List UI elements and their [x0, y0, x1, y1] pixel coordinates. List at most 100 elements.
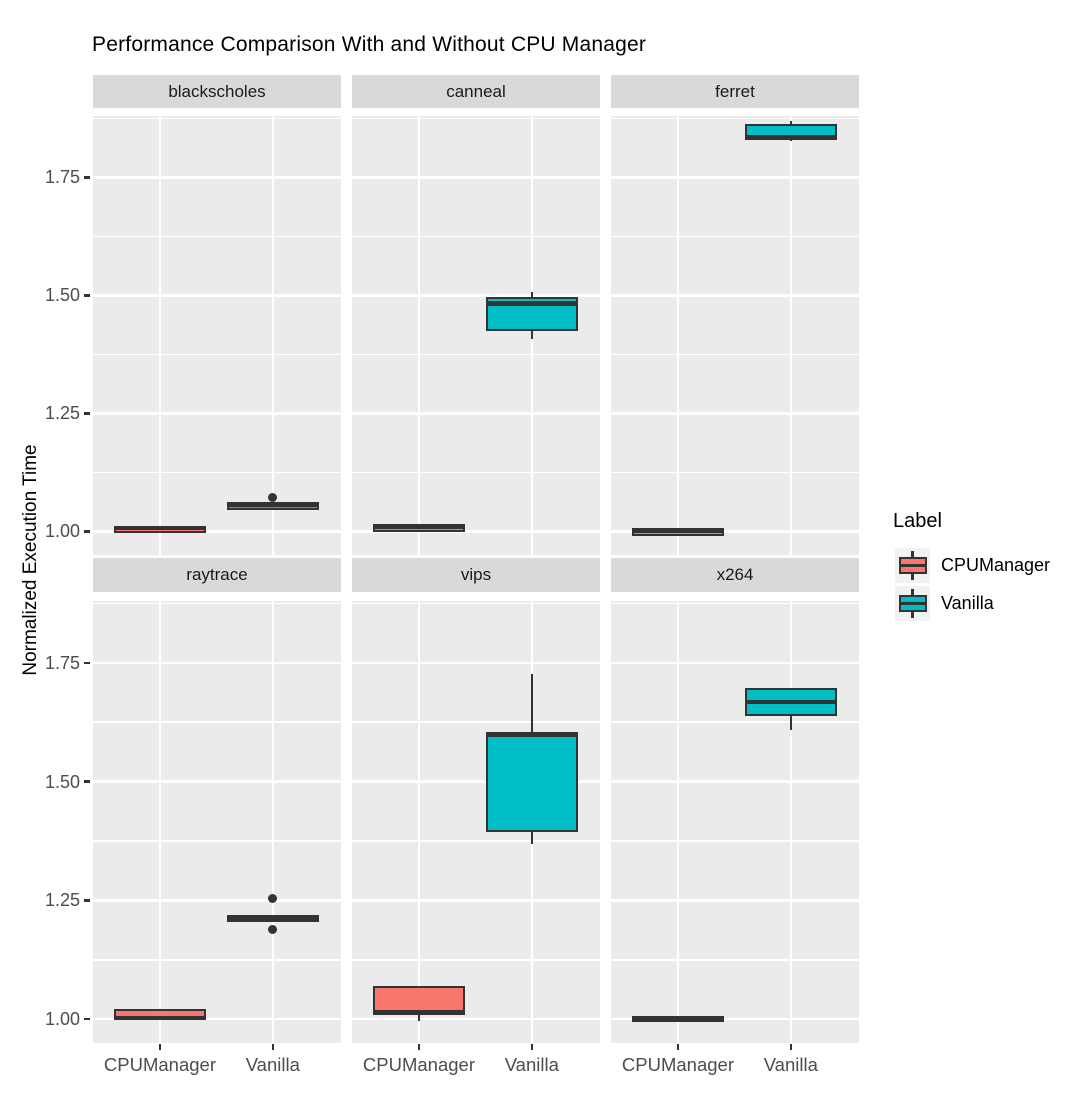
median-vips-cpumanager [372, 1010, 465, 1015]
median-ferret-vanilla [744, 135, 837, 140]
gridline-major [352, 1017, 600, 1021]
facet-panel-ferret [611, 116, 859, 555]
gridline-minor [93, 840, 341, 842]
gridline-category [271, 601, 275, 1043]
x-tick-mark [417, 1044, 421, 1050]
median-canneal-cpumanager [372, 524, 465, 530]
chart-title: Performance Comparison With and Without … [92, 33, 647, 56]
gridline-category [158, 116, 162, 555]
gridline-minor [93, 602, 341, 605]
legend-entry-label: Vanilla [941, 593, 994, 613]
x-tick-mark [676, 1044, 680, 1050]
gridline-major [93, 176, 341, 179]
median-canneal-vanilla [485, 301, 578, 306]
gridline-major [611, 780, 859, 783]
y-tick-label: 1.25 [44, 403, 80, 424]
facet-strip-vips: vips [352, 558, 600, 592]
gridline-category [158, 601, 162, 1043]
legend-key-median [898, 602, 927, 605]
outlier-raytrace-vanilla [268, 894, 278, 904]
y-tick-mark [84, 899, 90, 902]
y-tick-label: 1.00 [44, 521, 80, 542]
y-tick-mark [84, 294, 90, 297]
gridline-major [352, 661, 600, 665]
gridline-minor [93, 235, 341, 238]
x-tick-mark [789, 1044, 793, 1050]
x-tick-label: Vanilla [504, 1054, 559, 1075]
gridline-category [417, 116, 421, 555]
gridline-minor [352, 117, 600, 120]
gridline-major [611, 294, 859, 297]
gridline-category [417, 601, 421, 1043]
gridline-minor [611, 471, 859, 474]
facet-panel-raytrace [93, 601, 341, 1043]
gridline-minor [352, 353, 600, 356]
y-tick-label: 1.75 [44, 652, 80, 673]
gridline-minor [93, 117, 341, 120]
gridline-minor [611, 602, 859, 605]
x-tick-label: CPUManager [103, 1054, 216, 1075]
facet-panel-vips [352, 601, 600, 1043]
gridline-category [676, 601, 680, 1043]
facet-panel-canneal [352, 116, 600, 555]
y-tick-mark [84, 176, 90, 179]
gridline-major [352, 780, 600, 783]
legend-key-cpumanager [895, 548, 930, 583]
gridline-minor [611, 721, 859, 723]
median-raytrace-cpumanager [113, 1015, 206, 1021]
outlier-blackscholes-vanilla [268, 492, 278, 502]
median-raytrace-vanilla [226, 915, 319, 920]
gridline-major [352, 294, 600, 297]
legend-key-median [898, 564, 927, 567]
x-tick-label: CPUManager [362, 1054, 475, 1075]
gridline-major [352, 899, 600, 902]
x-tick-label: CPUManager [621, 1054, 734, 1075]
gridline-major [611, 412, 859, 415]
y-tick-label: 1.50 [44, 285, 80, 306]
facet-panel-x264 [611, 601, 859, 1043]
gridline-major [93, 294, 341, 297]
gridline-minor [93, 959, 341, 961]
median-ferret-cpumanager [631, 528, 724, 533]
x-tick-mark [530, 1044, 534, 1050]
gridline-major [93, 661, 341, 665]
legend-title: Label [893, 510, 942, 532]
gridline-minor [93, 471, 341, 474]
y-axis-title: Normalized Execution Time [20, 444, 41, 676]
facet-strip-label: canneal [446, 82, 506, 101]
gridline-major [93, 780, 341, 783]
facet-strip-raytrace: raytrace [93, 558, 341, 592]
gridline-minor [352, 721, 600, 723]
gridline-major [93, 1017, 341, 1021]
gridline-major [611, 176, 859, 179]
y-tick-mark [84, 780, 90, 783]
median-vips-vanilla [485, 732, 578, 738]
facet-strip-label: vips [460, 565, 492, 584]
x-tick-mark [158, 1044, 162, 1050]
gridline-major [93, 412, 341, 415]
y-tick-mark [84, 661, 90, 665]
y-tick-mark [84, 412, 90, 415]
gridline-minor [93, 721, 341, 723]
facet-strip-label: ferret [715, 82, 755, 101]
facet-strip-label: raytrace [186, 565, 248, 584]
y-tick-mark [84, 1017, 90, 1021]
legend-entry-label: CPUManager [941, 555, 1051, 575]
gridline-major [352, 530, 600, 533]
median-x264-cpumanager [631, 1015, 724, 1021]
gridline-category [789, 601, 793, 1043]
median-x264-vanilla [744, 699, 837, 705]
facet-strip-x264: x264 [611, 558, 859, 592]
y-tick-mark [84, 530, 90, 533]
gridline-minor [352, 235, 600, 238]
gridline-minor [93, 353, 341, 356]
gridline-minor [611, 235, 859, 238]
facet-panel-blackscholes [93, 116, 341, 555]
facet-strip-label: blackscholes [168, 82, 266, 101]
x-tick-label: Vanilla [763, 1054, 818, 1075]
median-blackscholes-cpumanager [113, 525, 206, 531]
y-tick-label: 1.75 [44, 167, 80, 188]
gridline-minor [611, 353, 859, 356]
gridline-minor [611, 840, 859, 842]
